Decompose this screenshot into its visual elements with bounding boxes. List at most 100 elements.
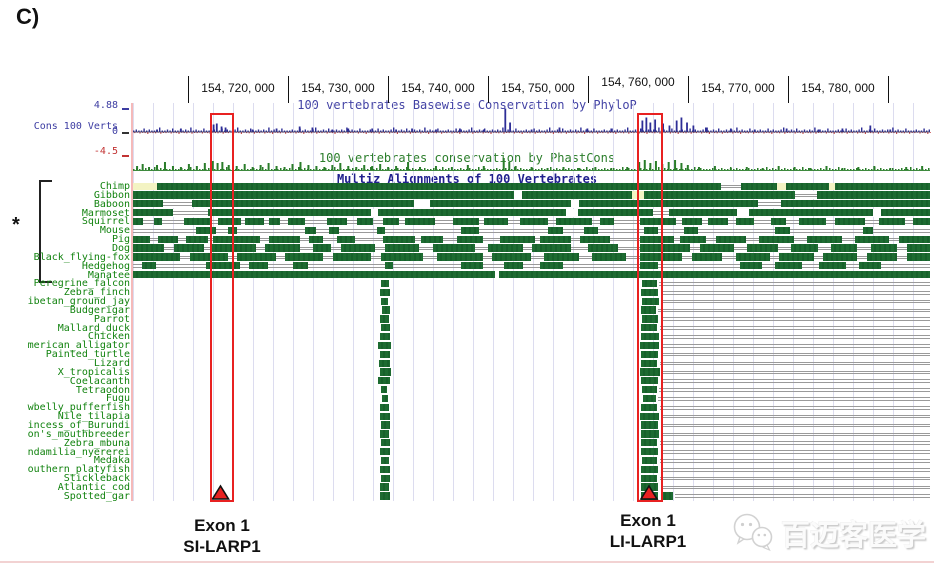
phylop-negative-noise bbox=[321, 132, 323, 134]
phastcons-noise bbox=[598, 169, 600, 170]
phastcons-bar bbox=[889, 168, 892, 170]
phylop-negative-noise bbox=[347, 132, 349, 134]
phylop-scale-min: -4.5 bbox=[93, 146, 118, 157]
phylop-negative-noise bbox=[716, 132, 718, 134]
phastcons-noise bbox=[922, 169, 924, 170]
unalignable-gap-line bbox=[172, 213, 208, 215]
phylop-negative-noise bbox=[389, 132, 391, 134]
phylop-noise bbox=[707, 130, 709, 132]
phastcons-bar bbox=[697, 167, 700, 170]
phylop-negative-noise bbox=[443, 132, 445, 133]
phylop-negative-noise bbox=[235, 132, 237, 133]
gridline bbox=[133, 103, 134, 501]
phylop-negative-noise bbox=[685, 132, 687, 134]
phylop-negative-noise bbox=[586, 132, 588, 133]
phylop-negative-noise bbox=[919, 132, 921, 134]
gridline bbox=[913, 103, 914, 501]
phylop-negative-noise bbox=[576, 132, 578, 134]
phylop-negative-noise bbox=[927, 132, 929, 134]
phylop-track-title: 100 vertebrates Basewise Conservation by… bbox=[297, 98, 637, 112]
phylop-noise bbox=[283, 130, 286, 132]
phastcons-noise bbox=[523, 169, 525, 170]
phylop-negative-noise bbox=[721, 132, 723, 134]
phylop-negative-noise bbox=[857, 132, 859, 134]
unalignable-gap-line bbox=[757, 205, 781, 206]
phastcons-noise bbox=[670, 169, 672, 170]
phylop-spike bbox=[558, 127, 561, 132]
alignment-block bbox=[380, 492, 390, 500]
unalignable-gap-line bbox=[660, 485, 930, 487]
phylop-noise bbox=[530, 130, 533, 132]
alignment-block bbox=[775, 226, 790, 235]
phylop-noise bbox=[463, 130, 465, 132]
phastcons-bar bbox=[546, 168, 549, 170]
phylop-negative-noise bbox=[430, 132, 432, 133]
phastcons-noise bbox=[538, 169, 540, 170]
alignment-block bbox=[452, 217, 479, 226]
phastcons-bar bbox=[363, 165, 366, 170]
species-label-black-flying-fox: Black_flying-fox bbox=[33, 251, 130, 263]
phylop-noise bbox=[715, 130, 717, 132]
unalignable-gap-line bbox=[661, 417, 930, 419]
unalignable-gap-line bbox=[659, 282, 930, 284]
phylop-negative-noise bbox=[396, 132, 398, 134]
species-label-spotted-gar: Spotted_gar bbox=[63, 490, 130, 502]
phylop-negative-noise bbox=[303, 132, 305, 134]
phastcons-noise bbox=[607, 169, 609, 170]
phylop-negative-noise bbox=[584, 132, 586, 134]
exon-label-line1: Exon 1 bbox=[194, 516, 250, 535]
phylop-negative-noise bbox=[238, 132, 240, 134]
phylop-noise bbox=[900, 130, 902, 132]
alignment-block bbox=[133, 182, 930, 190]
phylop-noise bbox=[627, 127, 629, 132]
gridline bbox=[853, 103, 854, 501]
phylop-noise bbox=[783, 127, 785, 132]
phastcons-noise bbox=[739, 169, 741, 170]
phylop-noise bbox=[889, 130, 891, 132]
alignment-block bbox=[384, 244, 420, 252]
phylop-noise bbox=[146, 130, 148, 132]
phylop-noise bbox=[575, 129, 577, 132]
phylop-negative-noise bbox=[329, 132, 331, 133]
phylop-noise bbox=[138, 130, 140, 132]
phylop-negative-noise bbox=[888, 132, 890, 134]
phylop-noise bbox=[403, 130, 405, 132]
phylop-negative-noise bbox=[859, 132, 861, 133]
unalignable-gap-line bbox=[674, 497, 930, 499]
unalignable-gap-line bbox=[659, 408, 930, 410]
alignment-block bbox=[184, 217, 212, 226]
phylop-noise bbox=[359, 128, 361, 132]
alignment-block bbox=[218, 217, 242, 226]
phylop-negative-noise bbox=[136, 132, 138, 133]
phylop-noise bbox=[764, 130, 767, 132]
alignment-block bbox=[383, 217, 400, 226]
phastcons-bar bbox=[156, 165, 159, 170]
phylop-negative-noise bbox=[807, 132, 809, 134]
phastcons-noise bbox=[175, 169, 177, 170]
phylop-noise bbox=[699, 130, 702, 132]
phastcons-noise bbox=[814, 169, 816, 170]
species-label-zebra-mbuna: Zebra_mbuna bbox=[63, 437, 130, 449]
phylop-negative-noise bbox=[896, 132, 898, 134]
phylop-spike bbox=[458, 128, 461, 132]
phylop-noise bbox=[762, 130, 764, 132]
alignment-block bbox=[157, 235, 178, 243]
panel-label: C) bbox=[16, 4, 40, 29]
phylop-noise bbox=[710, 130, 712, 132]
ruler-tick bbox=[388, 76, 389, 103]
alignment-block bbox=[640, 430, 660, 438]
phylop-negative-noise bbox=[625, 132, 627, 133]
phylop-negative-noise bbox=[555, 132, 557, 133]
phylop-negative-noise bbox=[386, 132, 388, 133]
phylop-negative-noise bbox=[529, 132, 531, 134]
phylop-negative-noise bbox=[459, 132, 461, 134]
phylop-negative-noise bbox=[846, 132, 848, 134]
phylop-negative-noise bbox=[181, 132, 183, 133]
phastcons-noise bbox=[757, 168, 759, 170]
phylop-negative-noise bbox=[880, 132, 882, 133]
phastcons-noise bbox=[667, 169, 669, 170]
ruler-tick bbox=[688, 76, 689, 103]
phastcons-noise bbox=[619, 169, 621, 170]
phylop-noise bbox=[822, 130, 824, 132]
